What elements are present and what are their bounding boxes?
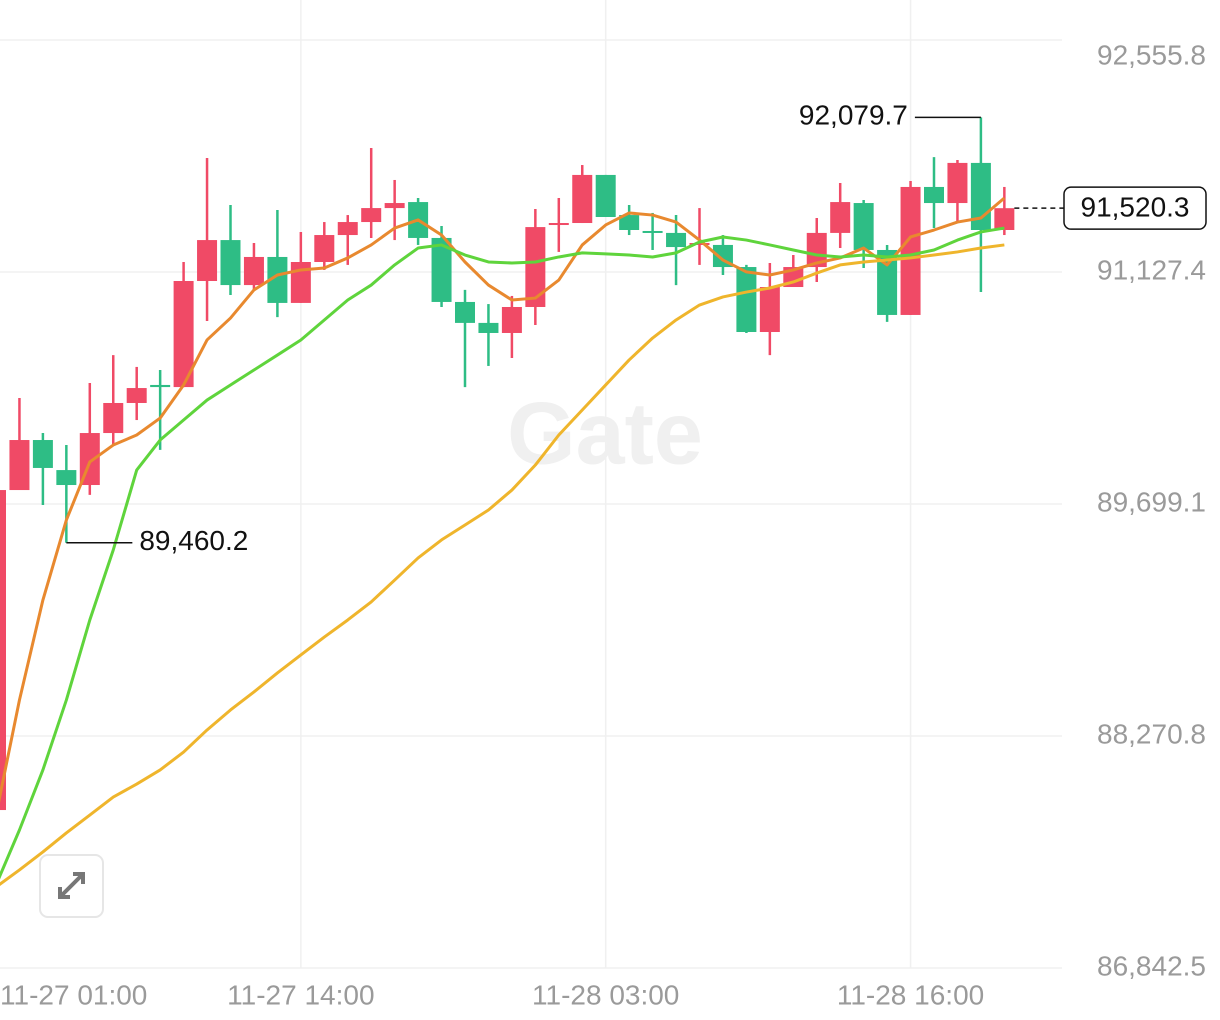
candle-body: [548, 223, 569, 226]
x-tick-label: 11-27 14:00: [227, 979, 374, 1010]
candle-body: [689, 242, 710, 245]
candle-body: [455, 301, 475, 323]
candle-body: [642, 230, 663, 233]
candle-body: [501, 306, 522, 333]
candle-body: [736, 267, 757, 333]
grid: [0, 0, 1062, 969]
candle-body: [243, 256, 264, 286]
candle-body: [150, 384, 171, 388]
candle-body: [595, 174, 616, 218]
y-tick-label: 91,127.4: [1097, 254, 1206, 285]
candle-body: [197, 240, 218, 282]
candle-body: [924, 186, 944, 204]
ma-line: [0, 196, 1006, 803]
candle-body: [337, 222, 358, 236]
candle-body: [806, 232, 827, 268]
expand-icon[interactable]: [58, 872, 85, 899]
last-price-label: 91,520.3: [1081, 192, 1190, 223]
candle-body: [759, 287, 780, 333]
candle-body: [666, 232, 687, 248]
candle-body: [619, 215, 640, 231]
x-tick-label: 11-28 16:00: [837, 979, 984, 1010]
candle-body: [478, 322, 499, 333]
y-tick-label: 86,842.5: [1097, 950, 1206, 981]
x-tick-label: 11-28 03:00: [532, 979, 679, 1010]
candle-body: [431, 237, 452, 302]
high-label: 92,079.7: [799, 100, 908, 131]
x-tick-label: 11-27 01:00: [0, 979, 147, 1010]
y-tick-label: 88,270.8: [1097, 718, 1206, 749]
expand-button[interactable]: [39, 854, 104, 918]
watermark: Gate: [507, 383, 703, 482]
candle-body: [830, 202, 851, 233]
candle-body: [947, 162, 968, 204]
candle-body: [384, 203, 405, 209]
last-price-box: [1063, 186, 1207, 230]
candle-body: [56, 470, 77, 486]
candle-body: [900, 186, 921, 315]
candle-body: [572, 174, 593, 224]
ma-line: [0, 243, 1005, 886]
candle-body: [267, 256, 288, 303]
candle-body: [32, 440, 53, 468]
candle-body: [361, 208, 382, 223]
candle-body: [994, 208, 1015, 231]
labels: 86,842.5 88,270.8 89,699.1 91,127.4 92,555.8…: [0, 39, 1207, 1010]
y-tick-label: 92,555.8: [1097, 39, 1206, 70]
y-tick-label: 89,699.1: [1097, 486, 1206, 517]
plot-area: [0, 117, 1015, 886]
candle-body: [173, 281, 194, 388]
candle-body: [9, 440, 30, 491]
candle-body: [877, 249, 898, 315]
candle-body: [525, 227, 546, 307]
candle-body: [103, 402, 124, 434]
candle-body: [220, 240, 241, 286]
ma-line: [0, 226, 1005, 880]
candle-body: [0, 490, 6, 811]
candle-body: [126, 388, 147, 403]
candle-body: [853, 203, 874, 250]
candle-body: [314, 235, 335, 262]
low-label: 89,460.2: [139, 525, 248, 556]
